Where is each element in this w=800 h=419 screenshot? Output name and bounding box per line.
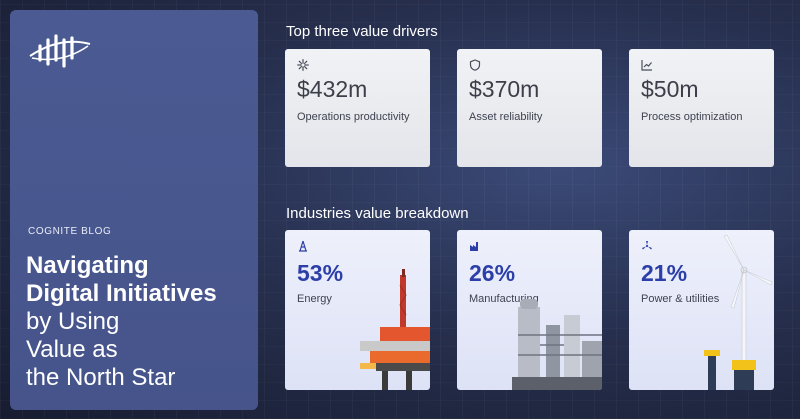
value-driver-label: Process optimization: [641, 111, 743, 123]
industry-percent: 53%: [297, 260, 344, 286]
value-drivers-title: Top three value drivers: [286, 23, 438, 40]
shield-icon: [469, 59, 481, 71]
headline-line-1: Navigating: [26, 252, 149, 279]
headline-line-3: by Using: [26, 308, 120, 335]
headline-line-5: the North Star: [26, 364, 176, 391]
factory-illustration: [512, 299, 602, 390]
factory-icon: [470, 242, 478, 251]
value-driver-amount: $50m: [641, 76, 699, 102]
headline-line-4: Value as: [26, 336, 118, 363]
industry-card-energy: 53% Energy: [285, 230, 430, 390]
industry-percent: 21%: [641, 260, 688, 286]
blog-info-panel: COGNITE BLOG Navigating Digital Initiati…: [10, 10, 258, 410]
blog-category-label: COGNITE BLOG: [28, 226, 112, 237]
value-driver-card-process: $50m Process optimization: [629, 49, 774, 167]
cognite-logo-icon: [29, 34, 91, 68]
industry-percent: 26%: [469, 260, 516, 286]
value-driver-card-operations: $432m Operations productivity: [285, 49, 430, 167]
value-driver-label: Operations productivity: [297, 111, 410, 123]
industry-label: Power & utilities: [641, 293, 720, 305]
wind-turbine-illustration: [704, 234, 773, 390]
wind-turbine-icon: [642, 241, 652, 250]
industries-title: Industries value breakdown: [286, 205, 469, 222]
value-driver-card-asset: $370m Asset reliability: [457, 49, 602, 167]
industry-card-manufacturing: 26% Manufacturing: [457, 230, 602, 390]
value-driver-amount: $432m: [297, 76, 368, 102]
line-chart-icon: [641, 60, 652, 71]
headline-line-2: Digital Initiatives: [26, 280, 217, 307]
value-driver-label: Asset reliability: [469, 111, 543, 123]
oil-rig-icon: [299, 240, 307, 252]
gear-icon: [297, 59, 309, 71]
industry-card-power: 21% Power & utilities: [629, 230, 774, 390]
blog-headline: Navigating Digital Initiatives by Using …: [26, 252, 251, 392]
oil-platform-illustration: [360, 269, 430, 390]
value-driver-amount: $370m: [469, 76, 540, 102]
industry-label: Energy: [297, 293, 332, 305]
